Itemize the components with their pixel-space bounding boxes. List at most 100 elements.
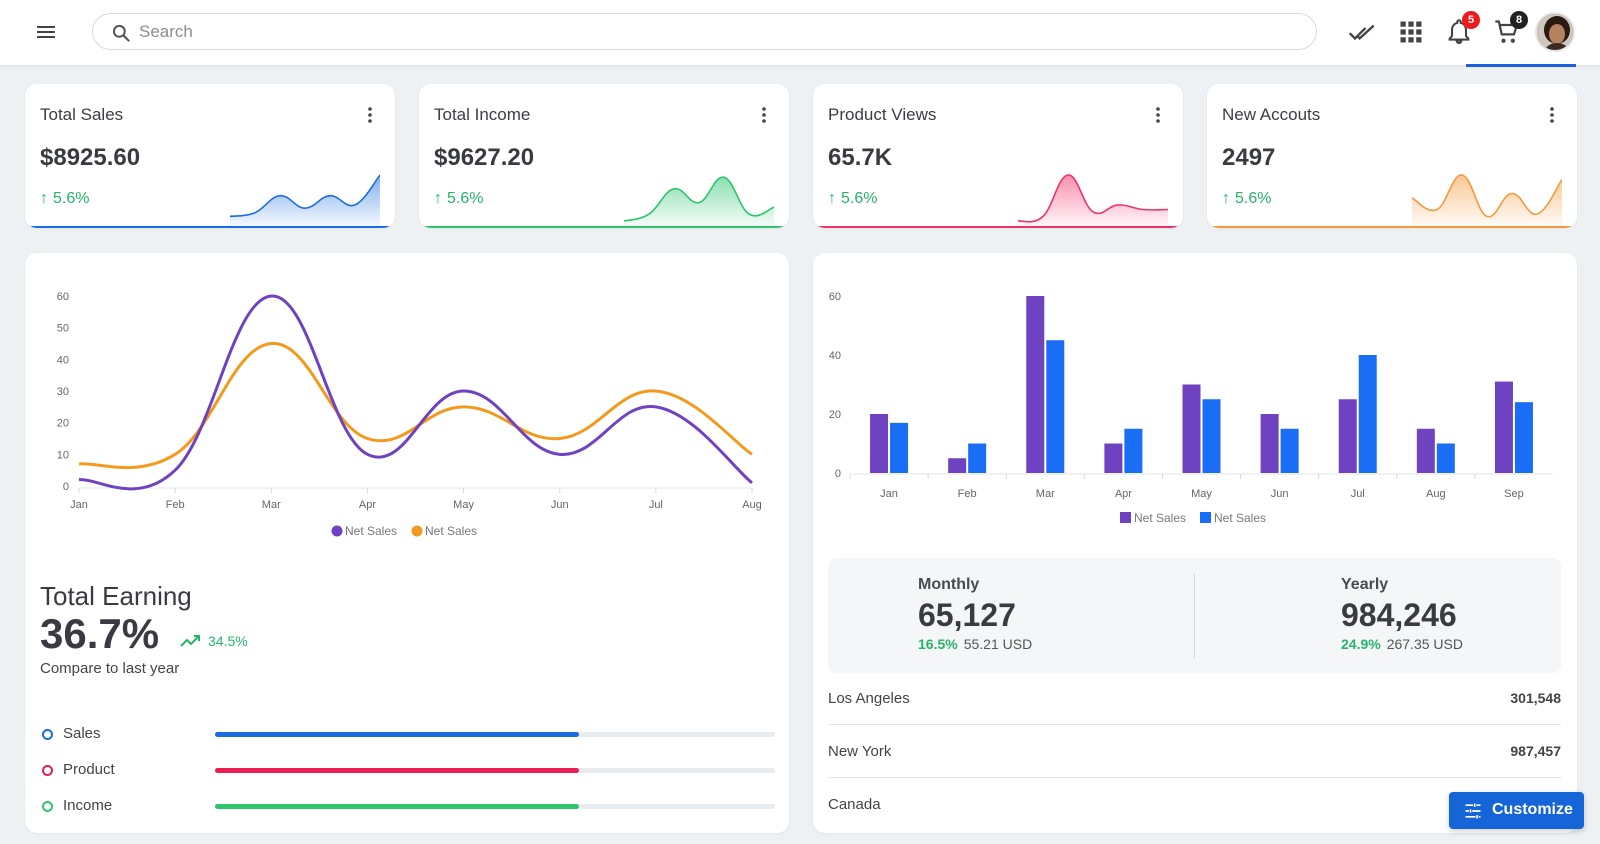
progress-fill bbox=[215, 732, 579, 737]
bar bbox=[1280, 428, 1299, 473]
more-vert-icon[interactable] bbox=[1543, 105, 1561, 125]
sparkline-line bbox=[1018, 174, 1168, 223]
yearly-label: Yearly bbox=[1341, 576, 1389, 593]
sales-line-chart-panel: 0 10 20 30 40 50 60 Jan Feb Mar Apr May Jun Jul Aug Net… bbox=[25, 253, 789, 833]
monthly-value: 65,127 bbox=[918, 597, 1016, 633]
stat-value: 65.7K bbox=[828, 144, 893, 171]
top-bar: 5 8 bbox=[0, 0, 1600, 67]
bar bbox=[1046, 340, 1065, 473]
y-tick-label: 60 bbox=[57, 291, 69, 303]
legend-marker bbox=[411, 525, 423, 537]
trending-up-icon bbox=[180, 635, 200, 647]
product-views-card: Product Views 65.7K ↑ 5.6% bbox=[813, 84, 1183, 228]
new-accounts-card: New Accouts 2497 ↑ 5.6% bbox=[1207, 84, 1577, 228]
cart-button[interactable]: 8 bbox=[1493, 11, 1528, 46]
yearly-amount: 267.35 USD bbox=[1386, 636, 1463, 652]
cart-count-badge: 8 bbox=[1510, 11, 1528, 29]
x-tick-label: Jan bbox=[880, 488, 898, 500]
stat-value: $8925.60 bbox=[40, 144, 141, 171]
menu-icon[interactable] bbox=[34, 20, 58, 44]
yearly-summary: Yearly 984,246 24.9% 267.35 USD bbox=[1341, 576, 1463, 652]
sparkline-chart bbox=[1412, 174, 1562, 228]
y-tick-label: 20 bbox=[57, 418, 69, 430]
bar bbox=[1104, 443, 1123, 473]
stat-title: Total Sales bbox=[40, 105, 124, 124]
city-name: Los Angeles bbox=[828, 690, 910, 707]
sparkline-line bbox=[624, 176, 774, 222]
x-tick-label: May bbox=[453, 499, 474, 511]
y-tick-label: 60 bbox=[829, 291, 841, 303]
sales-summary: Monthly 65,127 16.5% 55.21 USD Yearly 984… bbox=[828, 558, 1561, 673]
bar bbox=[1124, 428, 1143, 473]
notifications-button[interactable]: 5 bbox=[1445, 11, 1480, 46]
x-tick-label: May bbox=[1191, 488, 1212, 500]
monthly-pct: 16.5% bbox=[918, 636, 958, 652]
active-tab-indicator bbox=[1466, 64, 1576, 67]
progress-fill bbox=[215, 768, 579, 773]
yearly-pct: 24.9% bbox=[1341, 636, 1381, 652]
more-vert-icon[interactable] bbox=[1149, 105, 1167, 125]
sparkline-area bbox=[1018, 174, 1168, 228]
arrow-up-icon: ↑ bbox=[828, 190, 836, 207]
avatar[interactable] bbox=[1535, 12, 1575, 52]
bar bbox=[1514, 402, 1533, 473]
x-tick-label: Mar bbox=[1036, 488, 1055, 500]
stat-value: 2497 bbox=[1222, 144, 1276, 171]
sparkline-chart bbox=[624, 176, 774, 228]
city-value: 301,548 bbox=[1510, 690, 1561, 706]
total-earning-delta: 34.5% bbox=[180, 633, 248, 649]
bar bbox=[1182, 384, 1201, 473]
bar bbox=[870, 414, 889, 473]
x-tick-label: Aug bbox=[742, 499, 762, 511]
stat-title: New Accouts bbox=[1222, 105, 1321, 124]
monthly-amount: 55.21 USD bbox=[963, 636, 1033, 652]
stat-trend-value: 5.6% bbox=[841, 190, 878, 207]
bar bbox=[890, 422, 909, 473]
monthly-label: Monthly bbox=[918, 576, 980, 593]
x-tick-label: Feb bbox=[166, 499, 185, 511]
legend-label: Net Sales bbox=[1134, 511, 1186, 525]
sparkline-chart bbox=[230, 174, 380, 228]
search-input[interactable] bbox=[139, 20, 1299, 44]
progress-row-income: Income bbox=[40, 796, 780, 818]
x-tick-label: Jul bbox=[1351, 488, 1365, 500]
summary-divider bbox=[1194, 574, 1195, 658]
total-sales-card: Total Sales $8925.60 ↑ 5.6% bbox=[25, 84, 395, 228]
notification-count-badge: 5 bbox=[1462, 11, 1480, 29]
progress-track bbox=[215, 768, 775, 773]
progress-track bbox=[215, 804, 775, 809]
yearly-value: 984,246 bbox=[1341, 597, 1457, 633]
more-vert-icon[interactable] bbox=[755, 105, 773, 125]
x-tick-label: Jul bbox=[649, 499, 663, 511]
city-name: Canada bbox=[828, 796, 881, 813]
more-vert-icon[interactable] bbox=[361, 105, 379, 125]
bar bbox=[1260, 414, 1279, 473]
y-tick-label: 40 bbox=[57, 354, 69, 366]
done-all-icon[interactable] bbox=[1348, 18, 1376, 46]
y-tick-label: 10 bbox=[57, 449, 69, 461]
sparkline-area bbox=[230, 175, 380, 228]
progress-fill bbox=[215, 804, 579, 809]
sales-bar-chart-panel: 0 20 40 60 Jan Feb Mar Apr May Jun Jul Aug Sep Net Sa… bbox=[813, 253, 1577, 833]
city-row: New York 987,457 bbox=[828, 726, 1561, 778]
bar bbox=[1338, 399, 1357, 473]
arrow-up-icon: ↑ bbox=[434, 190, 442, 207]
total-earning-subtitle: Compare to last year bbox=[40, 660, 180, 677]
legend-marker bbox=[1120, 512, 1131, 523]
stat-trend: ↑ 5.6% bbox=[40, 190, 89, 208]
y-tick-label: 0 bbox=[63, 481, 69, 493]
progress-track bbox=[215, 732, 775, 737]
progress-label: Sales bbox=[63, 725, 101, 742]
monthly-summary: Monthly 65,127 16.5% 55.21 USD bbox=[918, 576, 1032, 652]
x-tick-label: Jun bbox=[551, 499, 569, 511]
y-tick-label: 30 bbox=[57, 386, 69, 398]
total-income-card: Total Income $9627.20 ↑ 5.6% bbox=[419, 84, 789, 228]
stat-trend: ↑ 5.6% bbox=[828, 190, 877, 208]
bar bbox=[1494, 381, 1513, 473]
stat-trend-value: 5.6% bbox=[53, 190, 90, 207]
legend-label: Net Sales bbox=[1214, 511, 1266, 525]
x-tick-label: Apr bbox=[1115, 488, 1132, 500]
customize-button[interactable]: Customize bbox=[1449, 792, 1584, 829]
progress-label: Income bbox=[63, 797, 113, 814]
apps-grid-icon[interactable] bbox=[1397, 18, 1425, 46]
